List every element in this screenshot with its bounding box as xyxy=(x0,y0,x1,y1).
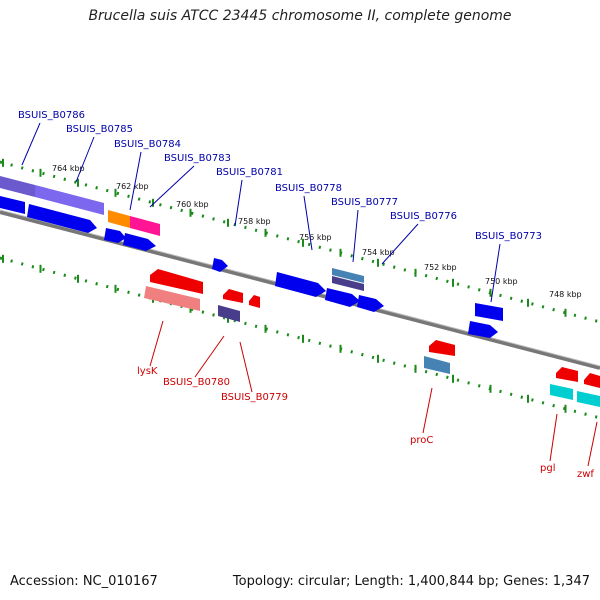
leader-line xyxy=(21,122,41,166)
gene-label[interactable]: BSUIS_B0779 xyxy=(221,392,288,403)
gene-arrow-b0773[interactable] xyxy=(475,303,503,321)
gene-arrow-c[interactable] xyxy=(104,228,126,243)
leader-line xyxy=(239,341,253,393)
gene-arrow-lysk-a[interactable] xyxy=(150,269,203,294)
gene-label[interactable]: BSUIS_B0777 xyxy=(331,197,398,208)
gene-arrow-g[interactable] xyxy=(468,321,498,338)
gene-arrow-b0777[interactable] xyxy=(332,268,364,283)
gene-arrow-b0777b[interactable] xyxy=(332,276,364,291)
gene-label[interactable]: zwf xyxy=(577,469,594,480)
scale-label: 756 kbp xyxy=(299,233,332,242)
gene-arrow-b0785[interactable] xyxy=(35,185,104,215)
leader-line xyxy=(234,179,243,227)
scale-label: 750 kbp xyxy=(485,277,518,286)
leader-line xyxy=(549,413,558,462)
gene-arrow-proc[interactable] xyxy=(424,356,450,374)
gene-arrow-e[interactable] xyxy=(212,258,228,272)
genome-summary-text: Topology: circular; Length: 1,400,844 bp… xyxy=(232,574,590,589)
gene-label[interactable]: BSUIS_B0776 xyxy=(390,211,457,222)
gene-label[interactable]: BSUIS_B0780 xyxy=(163,377,230,388)
leader-line xyxy=(75,136,95,183)
gene-arrow-lysk[interactable] xyxy=(144,286,200,311)
scale-label: 760 kbp xyxy=(176,200,209,209)
gene-label[interactable]: pgl xyxy=(540,463,555,474)
gene-arrow-b0783[interactable] xyxy=(130,216,160,236)
gene-arrow-b0786[interactable] xyxy=(0,176,35,197)
scale-label: 764 kbp xyxy=(52,164,85,173)
leader-line xyxy=(303,195,313,251)
leader-line xyxy=(422,387,433,434)
gene-arrow-b0778[interactable] xyxy=(275,272,326,297)
gene-arrow-b0784[interactable] xyxy=(108,210,130,228)
scale-label: 752 kbp xyxy=(424,263,457,272)
leader-line xyxy=(129,151,142,211)
forward-gene-labels: BSUIS_B0786 BSUIS_B0785 BSUIS_B0784 BSUIS_B… xyxy=(18,110,542,303)
gene-arrow-a[interactable] xyxy=(0,196,25,214)
leader-line xyxy=(587,421,598,467)
forward-gene-arrows xyxy=(0,176,503,338)
leader-line xyxy=(381,223,419,265)
gene-arrow-b[interactable] xyxy=(27,204,97,233)
gene-arrow-f[interactable] xyxy=(357,295,384,312)
gene-label[interactable]: BSUIS_B0785 xyxy=(66,124,133,135)
gene-label[interactable]: BSUIS_B0778 xyxy=(275,183,342,194)
gene-arrow-l[interactable] xyxy=(584,373,600,388)
scale-label: 754 kbp xyxy=(362,248,395,257)
gene-arrow-h[interactable] xyxy=(223,289,243,303)
leader-line xyxy=(490,243,501,303)
gene-arrow-k[interactable] xyxy=(556,367,578,382)
gene-arrow-b0776[interactable] xyxy=(325,288,360,307)
gene-arrow-j[interactable] xyxy=(429,340,455,356)
reverse-gene-arrows xyxy=(144,269,600,407)
leader-line xyxy=(149,320,164,367)
gene-label[interactable]: BSUIS_B0784 xyxy=(114,139,181,150)
scale-label: 758 kbp xyxy=(238,217,271,226)
gene-label[interactable]: BSUIS_B0783 xyxy=(164,153,231,164)
gene-arrow-zwf[interactable] xyxy=(577,391,600,407)
gene-label[interactable]: BSUIS_B0781 xyxy=(216,167,283,178)
gene-label[interactable]: BSUIS_B0773 xyxy=(475,231,542,242)
scale-labels: 764 kbp 762 kbp 760 kbp 758 kbp 756 kbp 754 k… xyxy=(52,164,582,299)
scale-label: 762 kbp xyxy=(116,182,149,191)
leader-line xyxy=(194,335,225,378)
scale-label: 748 kbp xyxy=(549,290,582,299)
reverse-gene-labels: lysK BSUIS_B0780 BSUIS_B0779 proC pgl zwf xyxy=(137,320,598,480)
gene-arrow-i[interactable] xyxy=(249,295,260,308)
leader-line xyxy=(352,209,359,263)
outer-scale-track xyxy=(0,160,600,324)
map-title: Brucella suis ATCC 23445 chromosome II, … xyxy=(88,8,512,24)
gene-arrow-pgl[interactable] xyxy=(550,384,573,400)
gene-arrow-b0780[interactable] xyxy=(218,305,240,322)
accession-text: Accession: NC_010167 xyxy=(10,574,158,589)
gene-label[interactable]: lysK xyxy=(137,366,158,377)
inner-scale-track xyxy=(0,256,600,420)
gene-label[interactable]: BSUIS_B0786 xyxy=(18,110,85,121)
gene-label[interactable]: proC xyxy=(410,435,433,446)
gene-arrow-d[interactable] xyxy=(123,233,156,251)
leader-line xyxy=(149,165,195,208)
